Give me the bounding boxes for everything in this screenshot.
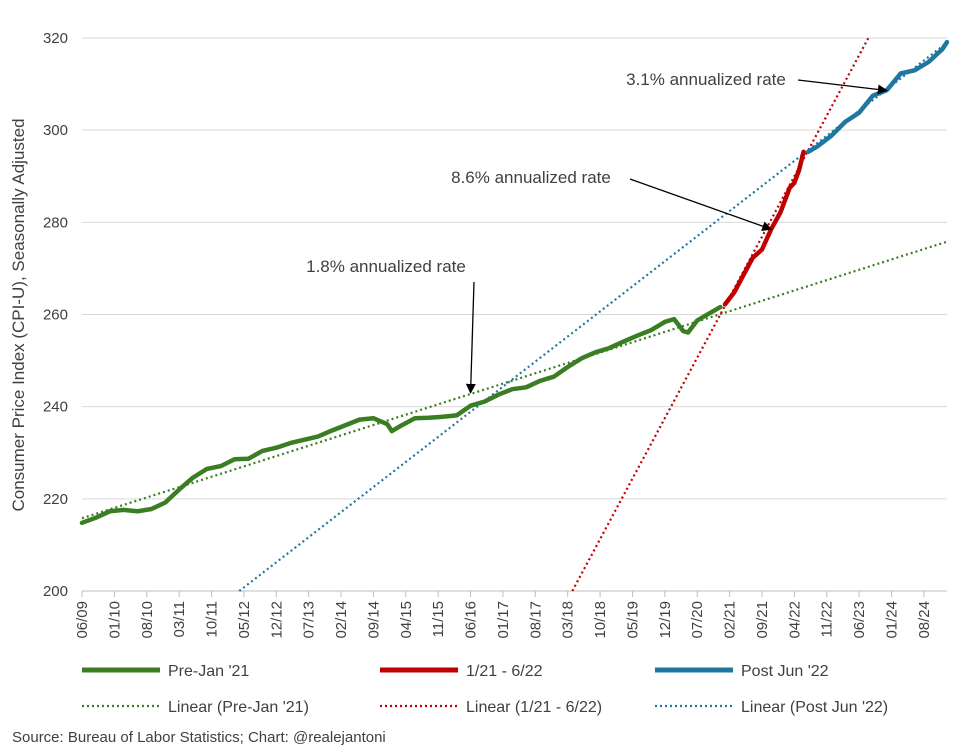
series-line [805,39,950,155]
annotations: 1.8% annualized rate 8.6% annualized rate… [306,70,888,394]
x-tick-label: 11/22 [819,601,836,637]
trendlines [81,37,948,592]
x-tick-label: 03/11 [171,601,188,637]
legend-label: Linear (1/21 - 6/22) [466,699,602,716]
x-tick-label: 08/24 [916,601,933,639]
annotation-arrow [629,178,773,231]
x-tick-label: 12/19 [657,601,674,639]
annotation-text: 8.6% annualized rate [451,168,611,187]
x-tick-label: 01/17 [495,601,512,639]
source-note: Source: Bureau of Labor Statistics; Char… [12,729,386,746]
trendline [81,240,948,520]
legend: Pre-Jan '21 1/21 - 6/22 Post Jun '22 Linear… [82,663,888,716]
y-tick-label: 220 [43,491,68,508]
x-tick-label: 01/10 [106,601,123,639]
x-tick-label: 08/10 [139,601,156,639]
x-tick-label: 04/15 [398,601,415,639]
x-tick-label: 07/20 [689,601,706,639]
y-axis-tick-labels: 200 220 240 260 280 300 320 [43,30,68,600]
annotation-text: 3.1% annualized rate [626,70,786,89]
x-tick-label: 07/13 [301,601,318,639]
series-lines [79,39,950,526]
annotation-text: 1.8% annualized rate [306,257,466,276]
y-tick-label: 200 [43,583,68,600]
x-tick-label: 05/12 [236,601,253,639]
y-tick-label: 280 [43,214,68,231]
series-line [79,304,723,526]
legend-label: 1/21 - 6/22 [466,663,543,680]
legend-label: Linear (Pre-Jan '21) [168,699,309,716]
legend-label: Pre-Jan '21 [168,663,249,680]
legend-label: Linear (Post Jun '22) [741,699,888,716]
y-tick-label: 260 [43,307,68,324]
x-tick-label: 10/18 [592,601,609,639]
x-tick-label: 02/14 [333,601,350,639]
x-tick-label: 08/17 [527,601,544,639]
y-tick-label: 320 [43,30,68,47]
x-tick-label: 05/19 [624,601,641,639]
y-axis-label: Consumer Price Index (CPI-U), Seasonally… [9,118,28,511]
gridlines [81,37,947,597]
x-tick-label: 09/21 [754,601,771,639]
x-tick-label: 09/14 [365,601,382,639]
annotation-arrow [465,281,476,394]
x-tick-label: 06/09 [74,601,91,639]
legend-label: Post Jun '22 [741,663,829,680]
x-tick-label: 06/23 [851,601,868,639]
x-tick-label: 01/24 [883,601,900,639]
x-tick-label: 11/15 [430,601,447,637]
x-tick-label: 06/16 [463,601,480,639]
y-tick-label: 300 [43,122,68,139]
x-tick-label: 02/21 [722,601,739,639]
x-axis-tick-labels: 06/09 01/10 08/10 03/11 10/11 05/12 12/12 07/13… [74,601,933,639]
x-tick-label: 10/11 [204,601,221,637]
x-tick-label: 12/12 [268,601,285,639]
x-tick-label: 03/18 [560,601,577,639]
trendline [238,41,948,592]
y-tick-label: 240 [43,399,68,416]
annotation-arrow [797,79,888,95]
x-tick-label: 04/22 [786,601,803,639]
